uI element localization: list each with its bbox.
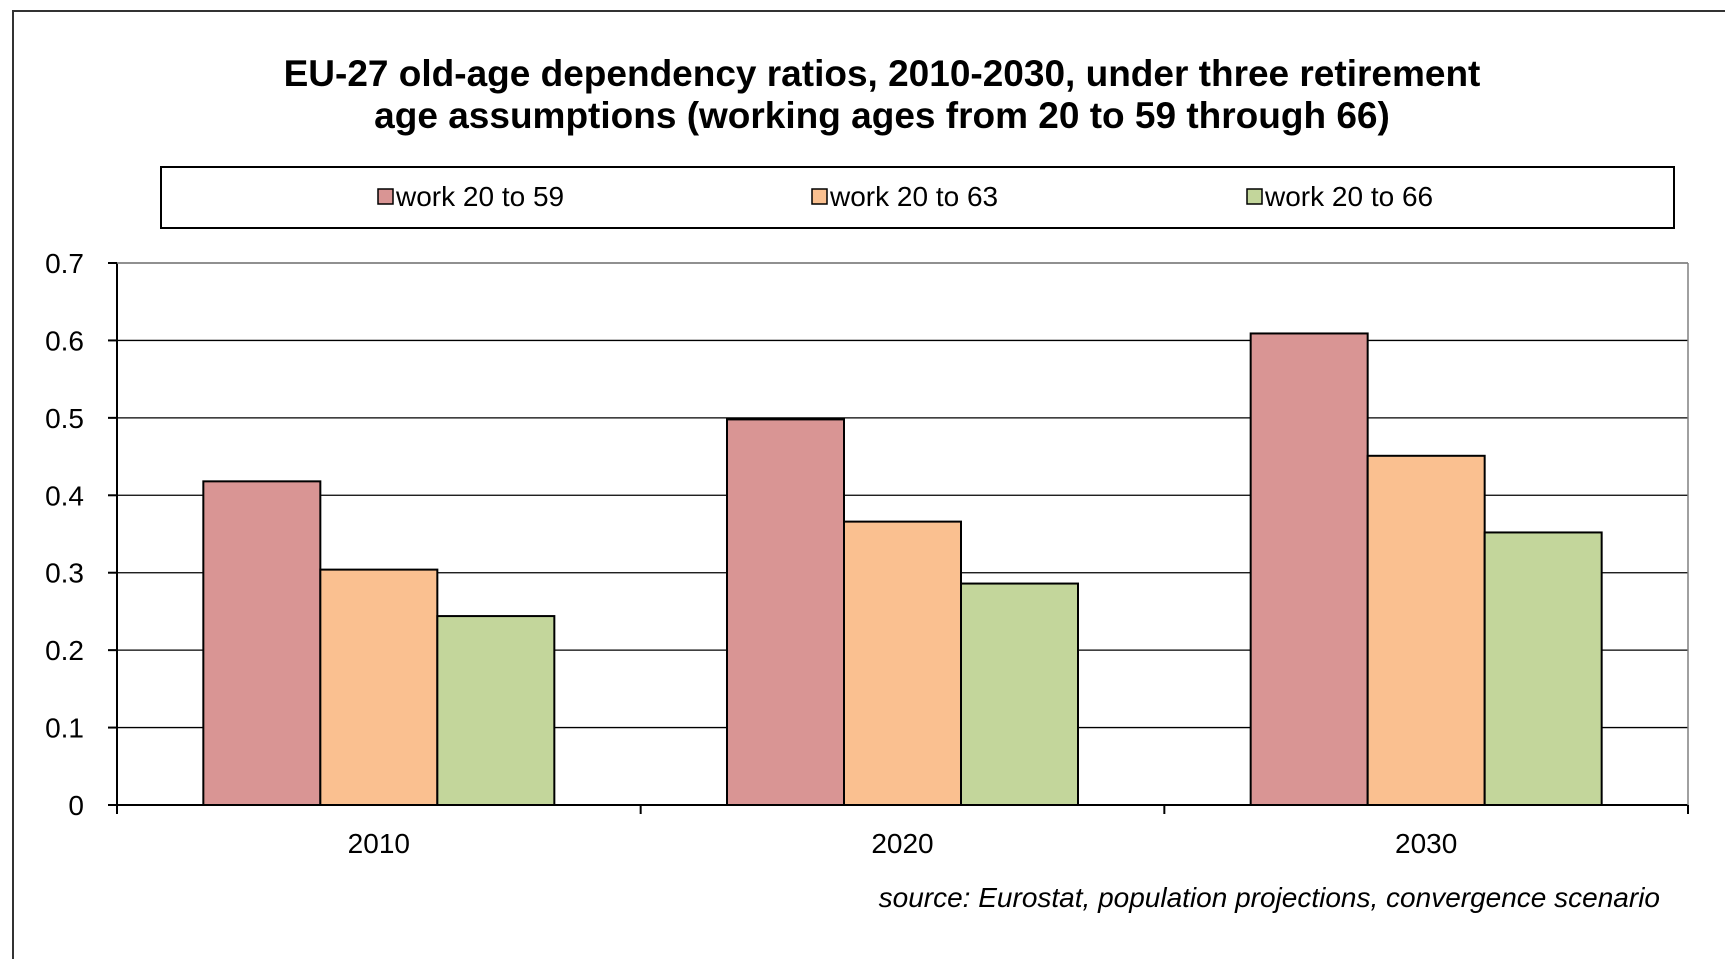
bar-2030-work-20-to-63 (1366, 454, 1486, 806)
bar-2010-work-20-to-59 (202, 480, 322, 806)
x-tick-label: 2030 (1395, 828, 1457, 859)
y-tick-label: 0 (68, 790, 84, 821)
bar-2030-work-20-to-59 (1249, 332, 1369, 806)
x-tick-label: 2010 (348, 828, 410, 859)
x-axis-ticks: 2010 2020 2030 (116, 805, 1689, 859)
legend-label: work 20 to 66 (1264, 181, 1433, 212)
chart-title-line-2: age assumptions (working ages from 20 to… (374, 95, 1390, 136)
legend-label: work 20 to 63 (829, 181, 998, 212)
chart-title-line-1: EU-27 old-age dependency ratios, 2010-20… (284, 53, 1481, 94)
bar-2020-work-20-to-66 (960, 582, 1079, 806)
y-tick-label: 0.2 (45, 635, 84, 666)
legend (160, 166, 1675, 229)
source-annotation: source: Eurostat, population projections… (879, 882, 1660, 913)
bar-2010-work-20-to-66 (436, 615, 556, 806)
bar-2010-work-20-to-63 (319, 568, 439, 806)
bar-2020-work-20-to-63 (843, 520, 962, 807)
y-tick-label: 0.6 (45, 325, 84, 356)
legend-swatch (811, 188, 828, 205)
legend-items: work 20 to 59 work 20 to 63 work 20 to 66 (377, 181, 1433, 212)
legend-label: work 20 to 59 (395, 181, 564, 212)
y-tick-label: 0.1 (45, 713, 84, 744)
bars (202, 332, 1603, 807)
legend-swatch (1246, 188, 1263, 205)
axes (116, 262, 1689, 806)
y-tick-label: 0.5 (45, 403, 84, 434)
y-axis-ticks: 0 0.1 0.2 0.3 0.4 0.5 0.6 0.7 (45, 248, 117, 821)
y-tick-label: 0.7 (45, 248, 84, 279)
y-tick-label: 0.3 (45, 558, 84, 589)
y-tick-label: 0.4 (45, 480, 84, 511)
legend-swatch (377, 188, 394, 205)
bar-2030-work-20-to-66 (1483, 531, 1603, 806)
bar-2020-work-20-to-59 (726, 418, 845, 806)
x-tick-label: 2020 (871, 828, 933, 859)
